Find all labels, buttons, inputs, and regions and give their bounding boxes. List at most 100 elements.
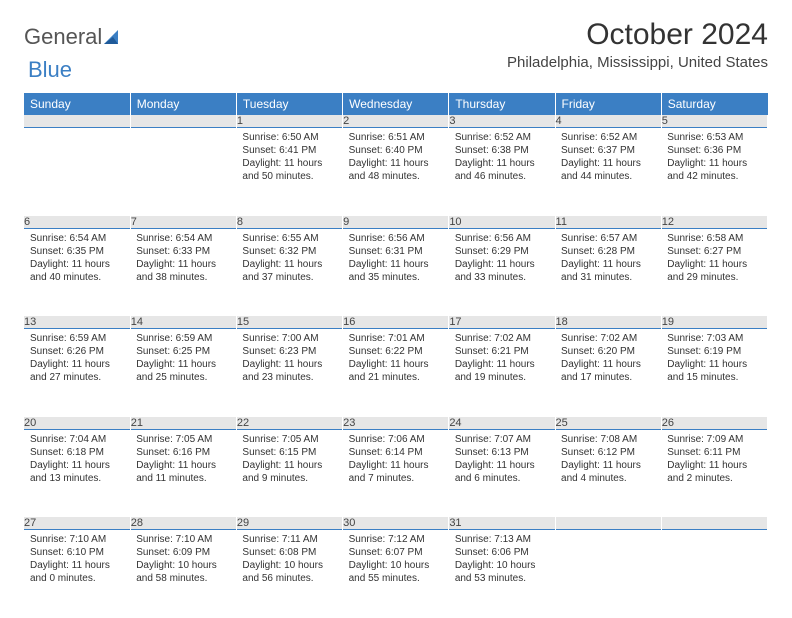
day-cell-body: Sunrise: 6:53 AMSunset: 6:36 PMDaylight:… [661,128,767,189]
day-number: 9 [343,216,449,229]
day-number: 26 [661,417,767,430]
sunset-text: Sunset: 6:19 PM [667,345,761,358]
day-cell-body: Sunrise: 7:01 AMSunset: 6:22 PMDaylight:… [343,329,449,390]
sunset-text: Sunset: 6:41 PM [242,144,336,157]
day-cell-body: Sunrise: 7:03 AMSunset: 6:19 PMDaylight:… [661,329,767,390]
sunset-text: Sunset: 6:27 PM [667,245,761,258]
sunrise-text: Sunrise: 7:05 AM [242,433,336,446]
daynum-row: 6789101112 [24,216,768,229]
day-cell-body: Sunrise: 6:52 AMSunset: 6:37 PMDaylight:… [555,128,661,189]
sunset-text: Sunset: 6:35 PM [30,245,124,258]
day-cell: Sunrise: 6:52 AMSunset: 6:37 PMDaylight:… [555,128,661,216]
day-cell-body: Sunrise: 7:02 AMSunset: 6:20 PMDaylight:… [555,329,661,390]
day-cell: Sunrise: 7:10 AMSunset: 6:10 PMDaylight:… [24,530,130,618]
day-cell-body [661,530,767,539]
brand-sail-icon [104,30,122,44]
day-number: 31 [449,517,555,530]
daylight-text: Daylight: 11 hours and 33 minutes. [455,258,549,284]
daylight-text: Daylight: 11 hours and 17 minutes. [561,358,655,384]
sunset-text: Sunset: 6:25 PM [136,345,230,358]
sunset-text: Sunset: 6:12 PM [561,446,655,459]
sunrise-text: Sunrise: 7:00 AM [242,332,336,345]
sunset-text: Sunset: 6:08 PM [242,546,336,559]
day-cell [555,530,661,618]
sunset-text: Sunset: 6:13 PM [455,446,549,459]
day-number: 6 [24,216,130,229]
day-cell: Sunrise: 6:58 AMSunset: 6:27 PMDaylight:… [661,228,767,316]
daylight-text: Daylight: 10 hours and 56 minutes. [242,559,336,585]
sunrise-text: Sunrise: 6:56 AM [455,232,549,245]
day-cell-body: Sunrise: 7:08 AMSunset: 6:12 PMDaylight:… [555,430,661,491]
day-cell: Sunrise: 6:50 AMSunset: 6:41 PMDaylight:… [236,128,342,216]
day-number: 10 [449,216,555,229]
day-cell-body [130,128,236,137]
day-number: 22 [236,417,342,430]
day-cell: Sunrise: 7:07 AMSunset: 6:13 PMDaylight:… [449,429,555,517]
sunset-text: Sunset: 6:29 PM [455,245,549,258]
daylight-text: Daylight: 11 hours and 19 minutes. [455,358,549,384]
day-cell-body: Sunrise: 7:10 AMSunset: 6:09 PMDaylight:… [130,530,236,591]
calendar-table: SundayMondayTuesdayWednesdayThursdayFrid… [24,93,768,618]
day-cell-body: Sunrise: 6:56 AMSunset: 6:29 PMDaylight:… [449,229,555,290]
sunset-text: Sunset: 6:28 PM [561,245,655,258]
day-cell: Sunrise: 7:05 AMSunset: 6:16 PMDaylight:… [130,429,236,517]
daylight-text: Daylight: 11 hours and 4 minutes. [561,459,655,485]
daynum-row: 12345 [24,115,768,128]
brand-logo: General [24,18,122,50]
week-row: Sunrise: 6:59 AMSunset: 6:26 PMDaylight:… [24,329,768,417]
weekday-header: Thursday [449,93,555,115]
day-cell-body: Sunrise: 6:50 AMSunset: 6:41 PMDaylight:… [236,128,342,189]
day-cell-body: Sunrise: 7:05 AMSunset: 6:15 PMDaylight:… [236,430,342,491]
day-cell-body: Sunrise: 6:56 AMSunset: 6:31 PMDaylight:… [343,229,449,290]
day-number: 23 [343,417,449,430]
daylight-text: Daylight: 11 hours and 27 minutes. [30,358,124,384]
day-cell: Sunrise: 7:06 AMSunset: 6:14 PMDaylight:… [343,429,449,517]
day-cell-body: Sunrise: 6:55 AMSunset: 6:32 PMDaylight:… [236,229,342,290]
day-cell-body: Sunrise: 6:59 AMSunset: 6:25 PMDaylight:… [130,329,236,390]
day-cell-body: Sunrise: 7:04 AMSunset: 6:18 PMDaylight:… [24,430,130,491]
daylight-text: Daylight: 10 hours and 53 minutes. [455,559,549,585]
day-cell: Sunrise: 7:05 AMSunset: 6:15 PMDaylight:… [236,429,342,517]
day-number: 16 [343,316,449,329]
day-cell-body [24,128,130,137]
sunrise-text: Sunrise: 6:58 AM [667,232,761,245]
daylight-text: Daylight: 11 hours and 37 minutes. [242,258,336,284]
sunset-text: Sunset: 6:06 PM [455,546,549,559]
day-cell-body: Sunrise: 6:52 AMSunset: 6:38 PMDaylight:… [449,128,555,189]
day-number: 18 [555,316,661,329]
day-cell: Sunrise: 7:01 AMSunset: 6:22 PMDaylight:… [343,329,449,417]
day-number [555,517,661,530]
sunrise-text: Sunrise: 6:56 AM [349,232,443,245]
sunset-text: Sunset: 6:38 PM [455,144,549,157]
day-number: 20 [24,417,130,430]
day-cell: Sunrise: 7:08 AMSunset: 6:12 PMDaylight:… [555,429,661,517]
day-cell-body: Sunrise: 7:09 AMSunset: 6:11 PMDaylight:… [661,430,767,491]
day-number: 25 [555,417,661,430]
day-cell: Sunrise: 7:04 AMSunset: 6:18 PMDaylight:… [24,429,130,517]
daylight-text: Daylight: 11 hours and 13 minutes. [30,459,124,485]
sunset-text: Sunset: 6:09 PM [136,546,230,559]
day-number: 21 [130,417,236,430]
day-cell: Sunrise: 7:03 AMSunset: 6:19 PMDaylight:… [661,329,767,417]
day-cell: Sunrise: 6:59 AMSunset: 6:26 PMDaylight:… [24,329,130,417]
sunrise-text: Sunrise: 6:50 AM [242,131,336,144]
daylight-text: Daylight: 11 hours and 15 minutes. [667,358,761,384]
sunset-text: Sunset: 6:31 PM [349,245,443,258]
day-cell-body: Sunrise: 6:59 AMSunset: 6:26 PMDaylight:… [24,329,130,390]
daylight-text: Daylight: 11 hours and 46 minutes. [455,157,549,183]
day-number: 4 [555,115,661,128]
sunrise-text: Sunrise: 7:08 AM [561,433,655,446]
sunrise-text: Sunrise: 7:04 AM [30,433,124,446]
day-cell [130,128,236,216]
sunrise-text: Sunrise: 7:10 AM [136,533,230,546]
week-row: Sunrise: 6:54 AMSunset: 6:35 PMDaylight:… [24,228,768,316]
daylight-text: Daylight: 11 hours and 7 minutes. [349,459,443,485]
daynum-row: 20212223242526 [24,417,768,430]
day-cell-body: Sunrise: 6:54 AMSunset: 6:35 PMDaylight:… [24,229,130,290]
daynum-row: 2728293031 [24,517,768,530]
day-number [24,115,130,128]
sunset-text: Sunset: 6:16 PM [136,446,230,459]
sunrise-text: Sunrise: 6:59 AM [30,332,124,345]
day-cell-body: Sunrise: 6:58 AMSunset: 6:27 PMDaylight:… [661,229,767,290]
week-row: Sunrise: 7:04 AMSunset: 6:18 PMDaylight:… [24,429,768,517]
